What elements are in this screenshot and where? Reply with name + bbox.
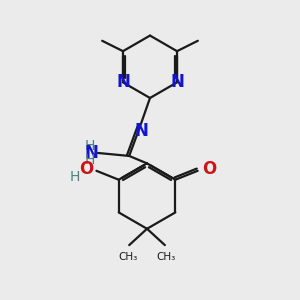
Text: O: O — [79, 160, 93, 178]
Text: O: O — [202, 160, 216, 178]
Text: H: H — [85, 140, 95, 153]
Text: H: H — [85, 152, 95, 167]
Text: N: N — [170, 74, 184, 92]
Text: N: N — [134, 122, 148, 140]
Text: N: N — [116, 74, 130, 92]
Text: CH₃: CH₃ — [118, 252, 137, 262]
Text: H: H — [70, 170, 80, 184]
Text: CH₃: CH₃ — [157, 252, 176, 262]
Text: N: N — [84, 144, 98, 162]
